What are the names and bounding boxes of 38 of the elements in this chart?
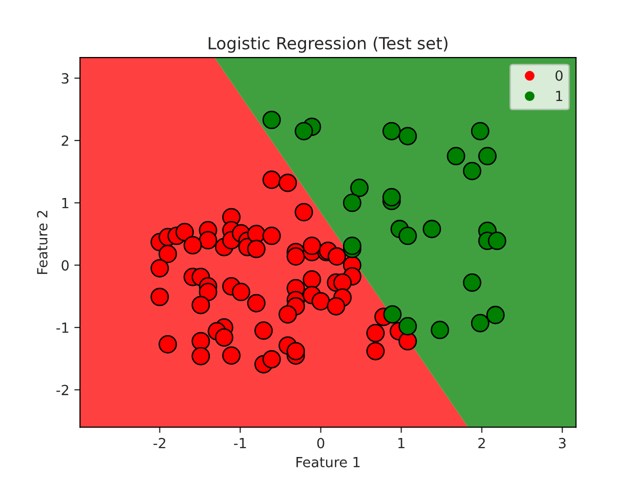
y-tick-label: 0: [62, 260, 69, 271]
x-tick-label: 0: [317, 438, 324, 448]
point: [470, 122, 490, 140]
point: [446, 146, 466, 166]
point: [350, 178, 369, 198]
x-tick-label: -2: [153, 438, 166, 448]
point: [398, 226, 417, 246]
point: [262, 110, 281, 130]
point: [398, 126, 417, 146]
point: [488, 232, 506, 250]
point: [470, 314, 490, 332]
legend-label: 1: [556, 90, 562, 102]
y-tick-label: -2: [56, 384, 68, 396]
point: [462, 162, 482, 180]
point: [342, 194, 362, 212]
point: [382, 188, 401, 206]
x-tick-label: 2: [478, 438, 485, 448]
x-tick-label: -1: [234, 438, 246, 448]
y-tick-label: 1: [62, 198, 68, 208]
x-tick-label: 3: [558, 438, 566, 448]
point: [478, 146, 497, 166]
y-axis-title: Feature 2: [36, 210, 48, 274]
x-axis-title: Feature 1: [296, 457, 360, 468]
point: [486, 306, 505, 324]
y-tick-label: -1: [56, 322, 68, 333]
legend-label: 0: [556, 70, 563, 81]
x-tick-label: 1: [398, 438, 404, 448]
y-tick-label: 2: [62, 135, 68, 146]
chart-title: Logistic Regression (Test set): [208, 36, 448, 53]
point: [430, 320, 450, 340]
point: [382, 122, 401, 140]
point: [422, 220, 442, 238]
point: [398, 317, 417, 336]
y-tick-label: 3: [62, 73, 68, 84]
point: [342, 236, 362, 256]
point: [383, 305, 402, 324]
point: [462, 273, 482, 292]
point: [294, 122, 314, 140]
